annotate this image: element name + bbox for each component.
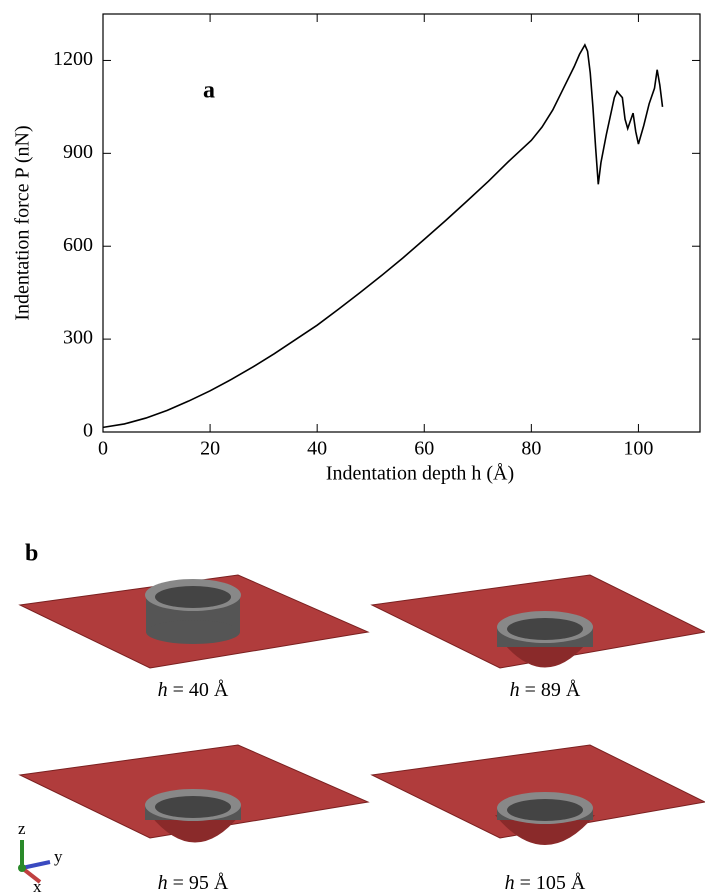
caption-symbol: h xyxy=(510,679,520,701)
x-tick-label: 0 xyxy=(98,438,108,460)
y-tick-label: 0 xyxy=(83,420,93,442)
x-tick-label: 60 xyxy=(414,438,434,460)
render-caption: h = 40 Å xyxy=(158,679,229,701)
caption-text: = 40 Å xyxy=(173,679,229,701)
panel-label: b xyxy=(25,541,38,567)
render-105 xyxy=(370,744,705,845)
y-axis-label: Indentation force P (nN) xyxy=(12,125,34,320)
triad-y: y xyxy=(54,847,63,866)
x-tick-label: 100 xyxy=(623,438,653,460)
y-tick-label: 1200 xyxy=(53,48,93,70)
y-tick-label: 900 xyxy=(63,141,93,163)
caption-symbol: h xyxy=(158,679,168,701)
render-89 xyxy=(370,574,705,669)
plot-frame xyxy=(102,13,701,433)
render-caption: h = 95 Å xyxy=(158,872,229,894)
render-95 xyxy=(18,744,370,843)
panel-label: a xyxy=(203,78,215,104)
x-axis-label: Indentation depth h (Å) xyxy=(326,463,514,485)
render-caption: h = 105 Å xyxy=(505,872,586,894)
axes-triad xyxy=(18,840,51,884)
caption-text: = 95 Å xyxy=(173,872,229,894)
caption-symbol: h xyxy=(158,872,168,894)
y-tick-label: 600 xyxy=(63,234,93,256)
x-tick-label: 80 xyxy=(521,438,541,460)
render-caption: h = 89 Å xyxy=(510,679,581,701)
caption-text: = 105 Å xyxy=(520,872,586,894)
triad-x: x xyxy=(33,877,42,895)
x-tick-label: 20 xyxy=(200,438,220,460)
render-40 xyxy=(18,574,370,669)
y-tick-label: 300 xyxy=(63,327,93,349)
x-tick-label: 40 xyxy=(307,438,327,460)
data-line xyxy=(102,43,664,429)
caption-symbol: h xyxy=(505,872,515,894)
triad-z: z xyxy=(18,819,26,838)
caption-text: = 89 Å xyxy=(525,679,581,701)
